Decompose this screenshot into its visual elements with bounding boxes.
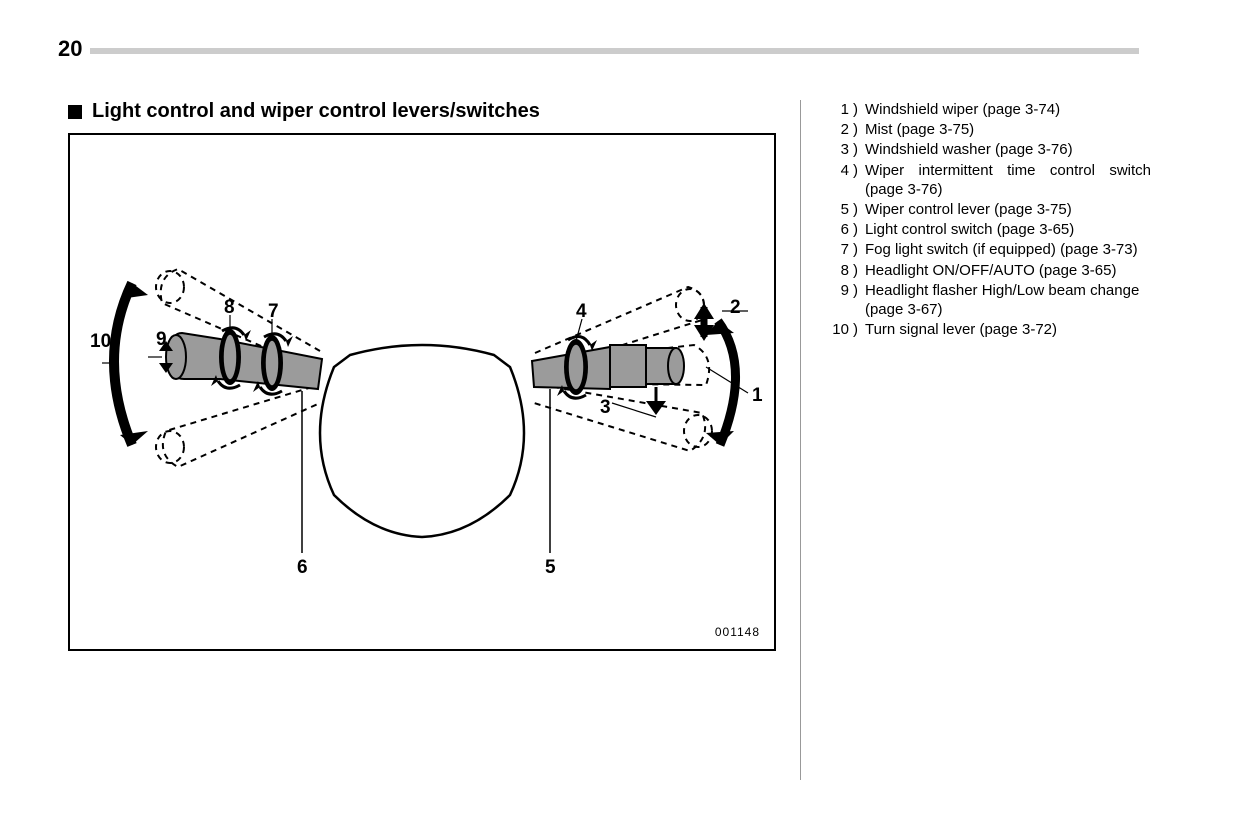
header-rule xyxy=(90,48,1139,54)
legend-number: 7 xyxy=(821,240,853,259)
legend-text: Windshield washer (page 3-76) xyxy=(865,140,1151,159)
legend-text: Turn signal lever (page 3-72) xyxy=(865,320,1151,339)
list-item: 10) Turn signal lever (page 3-72) xyxy=(821,320,1151,339)
figure-box: 1 2 3 4 5 6 7 8 9 10 001148 xyxy=(68,133,776,651)
right-column: 1) Windshield wiper (page 3-74) 2) Mist … xyxy=(821,100,1151,797)
legend-number: 9 xyxy=(821,281,853,319)
list-item: 7) Fog light switch (if equipped) (page … xyxy=(821,240,1151,259)
legend-text: Headlight ON/OFF/AUTO (page 3-65) xyxy=(865,261,1151,280)
callout-9: 9 xyxy=(156,329,167,350)
list-item: 4) Wiper intermittent time control switc… xyxy=(821,161,1151,199)
legend-text: Wiper control lever (page 3-75) xyxy=(865,200,1151,219)
page-header: 20 xyxy=(58,40,1139,60)
legend-number: 5 xyxy=(821,200,853,219)
legend-text: Light control switch (page 3-65) xyxy=(865,220,1151,239)
section-title: Light control and wiper control levers/s… xyxy=(92,100,540,123)
callout-10: 10 xyxy=(90,331,111,352)
callout-7: 7 xyxy=(268,301,279,322)
legend-text: Mist (page 3-75) xyxy=(865,120,1151,139)
legend-number: 6 xyxy=(821,220,853,239)
section-title-row: Light control and wiper control levers/s… xyxy=(68,100,776,123)
list-item: 9) Headlight flasher High/Low beam chang… xyxy=(821,281,1151,319)
callout-8: 8 xyxy=(224,297,235,318)
content-area: Light control and wiper control levers/s… xyxy=(68,100,1151,797)
legend-number: 10 xyxy=(821,320,853,339)
legend-text: Wiper intermittent time control switch (… xyxy=(865,161,1151,199)
column-divider xyxy=(800,100,801,780)
list-item: 6) Light control switch (page 3-65) xyxy=(821,220,1151,239)
bullet-square-icon xyxy=(68,105,82,119)
callout-3: 3 xyxy=(600,397,611,418)
list-item: 8) Headlight ON/OFF/AUTO (page 3-65) xyxy=(821,261,1151,280)
callout-6: 6 xyxy=(297,557,308,578)
callout-4: 4 xyxy=(576,301,587,322)
legend-number: 8 xyxy=(821,261,853,280)
callout-2: 2 xyxy=(730,297,741,318)
list-item: 1) Windshield wiper (page 3-74) xyxy=(821,100,1151,119)
list-item: 2) Mist (page 3-75) xyxy=(821,120,1151,139)
diagram-svg: 1 2 3 4 5 6 7 8 9 10 xyxy=(70,135,774,649)
callout-1: 1 xyxy=(752,385,763,406)
legend-number: 3 xyxy=(821,140,853,159)
page-number: 20 xyxy=(58,36,82,62)
legend-text: Headlight flasher High/Low beam change (… xyxy=(865,281,1151,319)
legend-number: 1 xyxy=(821,100,853,119)
legend-text: Fog light switch (if equipped) (page 3-7… xyxy=(865,240,1151,259)
callout-5: 5 xyxy=(545,557,556,578)
left-column: Light control and wiper control levers/s… xyxy=(68,100,776,797)
legend-list: 1) Windshield wiper (page 3-74) 2) Mist … xyxy=(821,100,1151,339)
figure-id: 001148 xyxy=(715,625,760,639)
legend-number: 4 xyxy=(821,161,853,199)
legend-number: 2 xyxy=(821,120,853,139)
legend-text: Windshield wiper (page 3-74) xyxy=(865,100,1151,119)
list-item: 5) Wiper control lever (page 3-75) xyxy=(821,200,1151,219)
list-item: 3) Windshield washer (page 3-76) xyxy=(821,140,1151,159)
